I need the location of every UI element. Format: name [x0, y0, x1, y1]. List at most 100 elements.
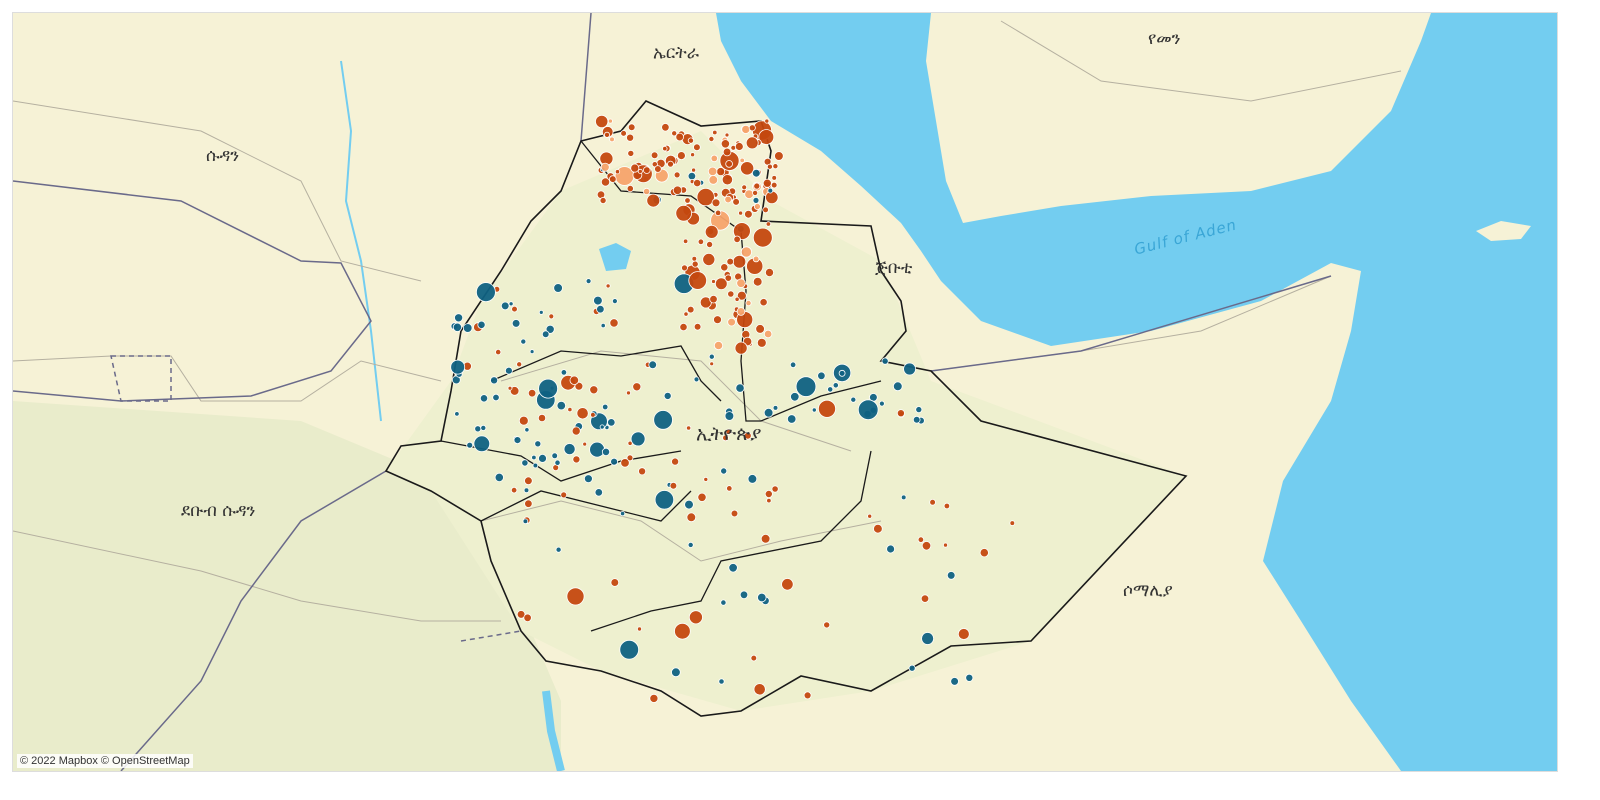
map-marker[interactable]: [732, 254, 747, 269]
map-marker[interactable]: [720, 263, 729, 272]
map-marker[interactable]: [596, 305, 605, 314]
map-marker[interactable]: [697, 238, 705, 245]
map-canvas[interactable]: [13, 13, 1557, 771]
map-marker[interactable]: [688, 610, 703, 625]
map-marker[interactable]: [600, 322, 606, 329]
map-marker[interactable]: [508, 301, 514, 307]
map-marker[interactable]: [817, 371, 826, 380]
map-marker[interactable]: [763, 329, 773, 339]
map-marker[interactable]: [739, 590, 749, 599]
map-marker[interactable]: [600, 177, 611, 187]
map-marker[interactable]: [764, 489, 773, 498]
map-marker[interactable]: [608, 175, 617, 183]
map-marker[interactable]: [747, 474, 758, 484]
map-marker[interactable]: [696, 188, 715, 207]
map-marker[interactable]: [703, 476, 709, 482]
map-marker[interactable]: [556, 400, 567, 411]
map-marker[interactable]: [685, 425, 692, 431]
map-marker[interactable]: [734, 341, 748, 355]
map-marker[interactable]: [691, 260, 699, 268]
map-marker[interactable]: [713, 340, 724, 351]
map-marker[interactable]: [590, 412, 596, 418]
map-marker[interactable]: [753, 202, 761, 210]
map-marker[interactable]: [771, 485, 779, 493]
map-marker[interactable]: [771, 175, 777, 181]
map-marker[interactable]: [795, 376, 817, 397]
map-marker[interactable]: [500, 301, 510, 311]
map-marker[interactable]: [516, 610, 526, 619]
map-marker[interactable]: [915, 406, 923, 414]
map-marker[interactable]: [739, 157, 745, 164]
map-marker[interactable]: [674, 622, 691, 640]
map-marker[interactable]: [759, 298, 768, 307]
map-marker[interactable]: [752, 255, 760, 263]
map-marker[interactable]: [881, 357, 889, 365]
map-marker[interactable]: [790, 392, 800, 402]
map-marker[interactable]: [667, 160, 674, 168]
map-marker[interactable]: [1009, 520, 1016, 526]
map-marker[interactable]: [560, 491, 568, 499]
map-marker[interactable]: [823, 621, 831, 629]
map-marker[interactable]: [522, 518, 529, 525]
map-marker[interactable]: [736, 290, 747, 301]
map-marker[interactable]: [630, 163, 640, 173]
map-marker[interactable]: [567, 406, 573, 413]
map-marker[interactable]: [627, 149, 635, 157]
map-marker[interactable]: [589, 385, 599, 395]
map-marker[interactable]: [751, 168, 761, 178]
map-marker[interactable]: [741, 124, 751, 134]
map-marker[interactable]: [654, 490, 675, 510]
map-marker[interactable]: [744, 209, 753, 219]
map-marker[interactable]: [619, 510, 626, 517]
map-marker[interactable]: [762, 178, 772, 188]
map-marker[interactable]: [753, 182, 761, 190]
map-marker[interactable]: [752, 189, 759, 196]
map-marker[interactable]: [609, 136, 615, 143]
map-marker[interactable]: [772, 163, 779, 170]
map-marker[interactable]: [595, 114, 609, 129]
map-marker[interactable]: [726, 257, 734, 266]
map-marker[interactable]: [675, 205, 692, 222]
map-marker[interactable]: [879, 400, 885, 407]
map-marker[interactable]: [979, 548, 989, 558]
map-marker[interactable]: [545, 324, 555, 334]
map-marker[interactable]: [638, 467, 647, 476]
map-marker[interactable]: [710, 154, 718, 163]
map-marker[interactable]: [551, 452, 558, 460]
map-marker[interactable]: [921, 541, 932, 551]
map-marker[interactable]: [650, 151, 659, 160]
map-marker[interactable]: [649, 693, 659, 703]
map-marker[interactable]: [527, 389, 537, 398]
map-marker[interactable]: [734, 296, 740, 302]
map-marker[interactable]: [724, 411, 735, 421]
map-marker[interactable]: [620, 458, 630, 468]
map-marker[interactable]: [745, 299, 752, 307]
map-marker[interactable]: [803, 691, 812, 700]
map-marker[interactable]: [712, 129, 718, 136]
map-marker[interactable]: [760, 533, 771, 544]
map-marker[interactable]: [693, 179, 702, 188]
map-marker[interactable]: [867, 513, 873, 519]
map-marker[interactable]: [724, 132, 730, 138]
map-marker[interactable]: [662, 145, 668, 152]
map-marker[interactable]: [538, 309, 544, 315]
map-marker[interactable]: [920, 594, 930, 603]
map-marker[interactable]: [755, 324, 765, 334]
map-marker[interactable]: [725, 428, 732, 435]
map-marker[interactable]: [520, 338, 527, 345]
map-marker[interactable]: [744, 189, 754, 200]
map-marker[interactable]: [646, 193, 661, 208]
map-marker[interactable]: [687, 541, 694, 548]
map-marker[interactable]: [555, 546, 562, 553]
map-marker[interactable]: [766, 163, 773, 170]
map-marker[interactable]: [886, 544, 895, 554]
map-marker[interactable]: [728, 563, 738, 573]
map-marker[interactable]: [454, 411, 460, 417]
map-marker[interactable]: [671, 457, 680, 466]
map-marker[interactable]: [479, 394, 489, 403]
map-marker[interactable]: [686, 512, 697, 523]
map-marker[interactable]: [534, 440, 542, 448]
map-marker[interactable]: [753, 683, 766, 696]
map-marker[interactable]: [730, 509, 739, 518]
map-marker[interactable]: [524, 427, 530, 433]
